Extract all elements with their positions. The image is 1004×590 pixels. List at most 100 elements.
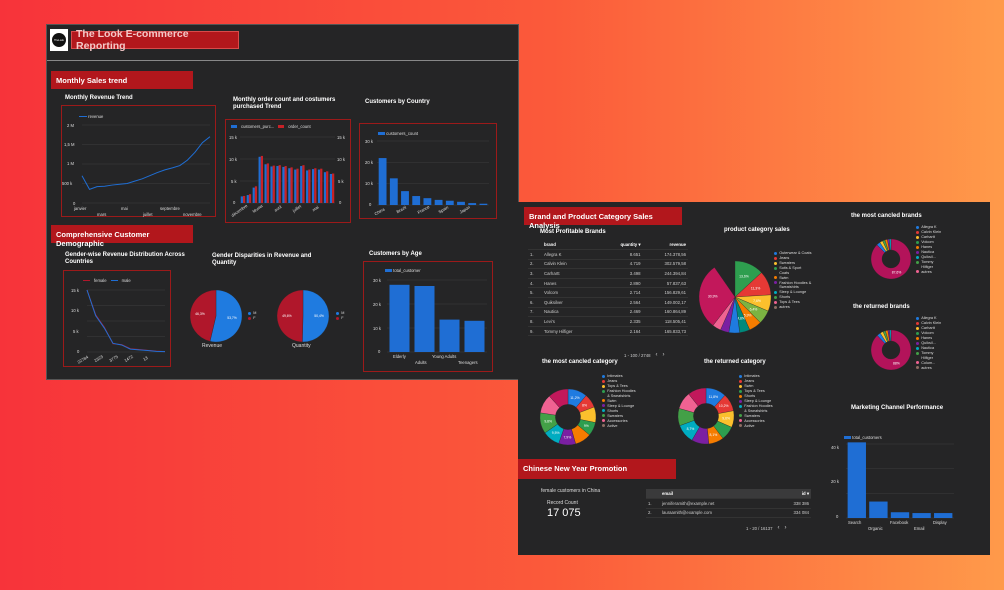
col-id[interactable]: id ▾ bbox=[772, 489, 811, 500]
legend-label: Intimates bbox=[744, 374, 760, 378]
table-row[interactable]: 9. Tommy Hilfiger 2.164 165.833,73 bbox=[528, 326, 688, 337]
table-row[interactable]: 6. Quiksilver 2.564 149.002,17 bbox=[528, 297, 688, 308]
bar bbox=[264, 164, 267, 203]
y-tick: 20 k bbox=[373, 302, 381, 307]
y-tick: 15 k bbox=[229, 135, 237, 140]
y-tick: 5 k bbox=[73, 329, 79, 334]
legend-dot bbox=[602, 389, 606, 393]
bar bbox=[266, 163, 269, 203]
legend-line-icon bbox=[83, 280, 90, 281]
chevron-left-icon[interactable]: ‹ bbox=[655, 352, 658, 358]
chevron-right-icon[interactable]: › bbox=[784, 525, 787, 531]
customer-id: 338 386 bbox=[772, 498, 811, 509]
pie-label: 9,8% bbox=[544, 420, 552, 424]
brand-quantity: 2.564 bbox=[599, 297, 643, 308]
y-tick: 0 bbox=[836, 514, 839, 519]
col-brand[interactable]: brand bbox=[542, 240, 600, 251]
legend-label: Quiksil... bbox=[921, 255, 936, 259]
brand-name: Volcom bbox=[542, 287, 600, 299]
pie-label: 6,4% bbox=[750, 308, 758, 312]
bar bbox=[401, 191, 409, 205]
bar bbox=[278, 165, 281, 203]
bar bbox=[389, 284, 410, 352]
legend-item: Fashion Hoodies & Sweatshirts bbox=[774, 281, 812, 290]
table-row[interactable]: 1. jenniferamith@example.net 338 386 bbox=[646, 498, 811, 509]
pie-label: 50,4% bbox=[314, 314, 324, 318]
bar bbox=[329, 173, 333, 203]
gender-legend-1: M F bbox=[248, 311, 256, 321]
table-row[interactable]: 4. Hanes 2.890 57.837,63 bbox=[528, 278, 688, 289]
x-tick: janvier bbox=[74, 206, 87, 211]
legend-dot bbox=[739, 414, 743, 418]
customers-age-chart bbox=[363, 261, 493, 372]
bar bbox=[464, 320, 485, 352]
col-quantity[interactable]: quantity ▾ bbox=[599, 240, 643, 251]
brand-pager-text: 1 - 100 / 2748 bbox=[624, 352, 651, 358]
table-row[interactable]: 1. Allegra K 8.651 174.378,56 bbox=[528, 249, 688, 260]
legend-item: Shorts bbox=[602, 409, 638, 414]
pie-label: 11,8% bbox=[709, 395, 718, 399]
brand-revenue: 156.829,61 bbox=[642, 287, 688, 299]
marketing-bar-chart bbox=[846, 442, 954, 519]
email-pager-text: 1 - 20 / 16137 bbox=[746, 525, 773, 531]
pie-label: 7,9% bbox=[563, 435, 571, 439]
brand-quantity: 8.651 bbox=[599, 249, 643, 260]
legend-dot bbox=[739, 374, 743, 378]
returned-category-donut: 11,8% 10,2% 9,6% 8,1% 8,7% bbox=[677, 387, 735, 445]
order-count-bar-chart bbox=[240, 136, 335, 204]
legend-label: Sleep & Lounge bbox=[779, 290, 807, 294]
table-row[interactable]: 5. Volcom 2.714 156.829,61 bbox=[528, 287, 688, 299]
legend-dot bbox=[916, 235, 920, 239]
legend-revenue-label: revenue bbox=[88, 114, 104, 119]
brand-row-index: 5. bbox=[528, 287, 542, 299]
y-tick: 10 k bbox=[373, 326, 381, 331]
table-row[interactable]: 3. Carhartt 3.498 244.394,84 bbox=[528, 268, 688, 279]
y-tick: 0 bbox=[77, 349, 80, 354]
y-tick: 30 k bbox=[373, 278, 381, 283]
legend-line-icon bbox=[79, 116, 87, 118]
col-email[interactable]: email bbox=[660, 489, 773, 500]
legend-item: Volcom bbox=[916, 240, 944, 245]
brand-revenue: 302.579,58 bbox=[642, 259, 688, 270]
section-cny: Chinese New Year Promotion bbox=[518, 459, 676, 479]
customers-age-title: Customers by Age bbox=[369, 251, 422, 257]
col-revenue[interactable]: revenue bbox=[642, 240, 688, 251]
legend-item: Quiksil... bbox=[916, 255, 944, 260]
x-tick: novembre bbox=[183, 212, 202, 217]
brand-name: Allegra K bbox=[542, 249, 600, 260]
bar bbox=[282, 166, 285, 203]
legend-dot bbox=[774, 295, 778, 299]
pie-label: 11,3% bbox=[751, 286, 760, 290]
legend-label: Suits & Sport Coats bbox=[779, 266, 802, 275]
legend-label: Sweaters bbox=[607, 413, 624, 418]
legend-dot bbox=[774, 261, 778, 265]
legend-f: F bbox=[336, 316, 344, 321]
pie-label: Revenue bbox=[202, 343, 223, 349]
bar bbox=[258, 156, 261, 203]
bar bbox=[308, 169, 311, 203]
chevron-right-icon[interactable]: › bbox=[662, 352, 665, 358]
legend-item: autres bbox=[916, 270, 944, 275]
table-row[interactable]: 2. Calvin Klein 4.719 302.579,58 bbox=[528, 259, 688, 270]
brand-row-index: 8. bbox=[528, 316, 542, 327]
table-header-row: email id ▾ bbox=[646, 489, 811, 500]
pie-slice bbox=[688, 387, 707, 407]
legend-dot bbox=[602, 404, 606, 408]
legend-item: Sweaters bbox=[739, 414, 775, 419]
legend-item: Swim bbox=[602, 399, 638, 404]
legend-label: autres bbox=[921, 365, 932, 370]
pie-label: 88% bbox=[893, 361, 900, 365]
legend-customers-count-label: customers_count bbox=[386, 131, 419, 136]
chevron-left-icon[interactable]: ‹ bbox=[777, 525, 780, 531]
product-category-legend: Outerwear & Coats Jeans Sweaters Suits & Sp… bbox=[774, 251, 812, 310]
table-row[interactable]: 8. Levi's 2.335 118.505,41 bbox=[528, 316, 688, 327]
table-row[interactable]: 2. lauraamith@example.com 334 084 bbox=[646, 508, 811, 519]
legend-label: Sleep & Lounge bbox=[607, 403, 635, 408]
cancelled-brands-title: the most cancled brands bbox=[851, 213, 922, 219]
table-row[interactable]: 7. Nautica 2.469 160.864,89 bbox=[528, 307, 688, 318]
legend-swatch bbox=[385, 269, 392, 273]
record-count-label: Record Count bbox=[547, 500, 578, 506]
legend-item: Sleep & Lounge bbox=[739, 399, 775, 404]
legend-item: Fashion Hoodies & Sweatshirts bbox=[602, 389, 638, 398]
brand-revenue: 149.002,17 bbox=[642, 297, 688, 308]
